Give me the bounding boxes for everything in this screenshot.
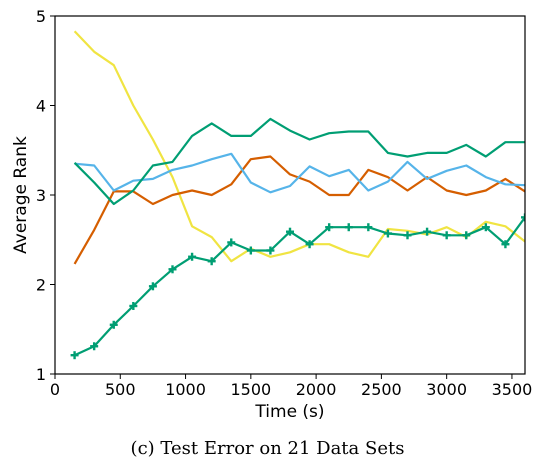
data-point-marker — [168, 265, 177, 274]
y-tick-label: 5 — [36, 7, 46, 26]
data-point-marker — [266, 246, 275, 255]
series-layer — [70, 30, 525, 360]
data-point-marker — [148, 282, 157, 291]
x-tick-label: 500 — [105, 380, 136, 399]
data-point-marker — [364, 223, 373, 232]
data-point-marker — [188, 252, 197, 261]
data-point-marker — [501, 240, 510, 249]
data-point-marker — [129, 301, 138, 310]
y-tick-label: 1 — [36, 365, 46, 384]
data-point-marker — [109, 320, 118, 329]
data-point-marker — [481, 223, 490, 232]
y-axis: 1 2 3 4 5 — [36, 7, 55, 384]
y-axis-title: Average Rank — [11, 136, 31, 254]
data-point-marker — [344, 223, 353, 232]
data-point-marker — [246, 246, 255, 255]
data-point-marker — [521, 213, 525, 222]
x-tick-label: 3000 — [426, 380, 467, 399]
series-line-1 — [73, 30, 525, 263]
x-axis-title: Time (s) — [254, 402, 324, 422]
y-tick-label: 4 — [36, 97, 46, 116]
data-point-marker — [462, 231, 471, 240]
data-point-marker — [423, 227, 432, 236]
line-chart: 0 500 1000 1500 2000 2500 3000 3500 1 2 3 4 5 Time … — [11, 7, 532, 422]
x-tick-label: 2500 — [361, 380, 402, 399]
series-line-5 — [74, 216, 525, 357]
x-tick-label: 1500 — [230, 380, 271, 399]
x-tick-label: 1000 — [165, 380, 206, 399]
x-tick-label: 0 — [50, 380, 60, 399]
x-tick-label: 2000 — [296, 380, 337, 399]
series-line-3 — [74, 152, 525, 194]
y-tick-label: 2 — [36, 276, 46, 295]
data-point-marker — [207, 257, 216, 266]
data-point-marker — [305, 240, 314, 249]
data-point-marker — [442, 231, 451, 240]
data-point-marker — [325, 223, 334, 232]
data-point-marker — [90, 342, 99, 351]
figure-caption: (c) Test Error on 21 Data Sets — [130, 438, 405, 459]
x-axis: 0 500 1000 1500 2000 2500 3000 3500 — [50, 374, 532, 399]
series-line-4 — [73, 117, 525, 206]
data-point-marker — [383, 229, 392, 238]
data-point-marker — [286, 227, 294, 236]
y-tick-label: 3 — [36, 186, 46, 205]
x-tick-label: 3500 — [492, 380, 533, 399]
data-point-marker — [227, 238, 236, 247]
series-line-2 — [73, 155, 525, 265]
data-point-marker — [403, 231, 412, 240]
data-point-marker — [70, 351, 79, 360]
